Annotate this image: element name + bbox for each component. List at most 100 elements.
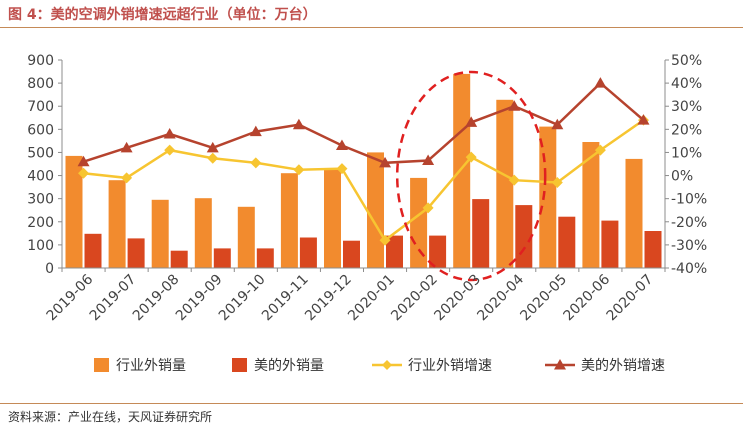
legend-midea-volume-swatch (232, 358, 247, 372)
point-industry-growth-2019-06 (78, 167, 90, 179)
x-tick-label: 2019-06 (44, 271, 97, 324)
point-midea-growth-2019-09 (206, 141, 219, 153)
point-midea-growth-2019-06 (77, 155, 90, 167)
bar-midea-2020-02 (429, 235, 447, 268)
legend-industry-volume-label: 行业外销量 (116, 358, 186, 374)
source-note: 资料来源：产业在线，天风证券研究所 (8, 410, 213, 424)
point-midea-growth-2020-04 (508, 100, 521, 111)
point-midea-growth-2020-06 (594, 77, 607, 88)
bar-midea-2020-01 (386, 235, 403, 268)
title-divider (0, 27, 743, 28)
point-midea-growth-2019-08 (163, 127, 176, 139)
left-tick-label: 0 (45, 261, 54, 277)
bar-industry-2019-12 (324, 169, 341, 268)
chart-title: 图 4：美的空调外销增速远超行业（单位：万台） (8, 7, 317, 23)
legend-industry-growth-label: 行业外销增速 (408, 358, 492, 374)
bar-industry-2019-09 (194, 198, 212, 268)
legend-midea-growth-marker (554, 359, 566, 370)
left-tick-label: 100 (27, 238, 54, 254)
x-tick-labels: 2019-062019-072019-082019-092019-102019-… (44, 271, 657, 324)
bar-midea-2019-10 (256, 248, 274, 268)
bar-industry-2019-08 (151, 199, 169, 268)
point-industry-growth-2019-07 (121, 172, 133, 184)
axes-layer: 0 100 200 300 400 500 600 700 800 900 -40% -30% -20%… (27, 53, 707, 277)
highlight-ellipse (395, 70, 547, 282)
point-midea-growth-2019-10 (249, 125, 262, 137)
bar-midea-2020-06 (601, 220, 619, 268)
bars-layer (65, 73, 662, 269)
bar-midea-2019-09 (213, 248, 231, 268)
right-tick-label: 50% (671, 53, 702, 69)
combo-chart: 0 100 200 300 400 500 600 700 800 900 -40% -30% -20%… (27, 53, 707, 374)
x-tick-label: 2020-05 (517, 272, 570, 325)
x-tick-label: 2020-04 (474, 271, 527, 324)
legend-midea-volume-label: 美的外销量 (254, 358, 324, 374)
point-midea-growth-2020-02 (422, 154, 435, 166)
right-tick-label: 0% (671, 169, 693, 185)
bar-industry-2019-10 (237, 206, 255, 268)
x-tick-label: 2019-11 (259, 272, 312, 325)
bar-midea-2020-05 (558, 216, 576, 268)
legend: 行业外销量 美的外销量 行业外销增速 美的外销增速 (94, 358, 665, 374)
bar-midea-2019-12 (343, 240, 360, 268)
right-tick-label: -30% (671, 238, 707, 254)
point-midea-growth-2019-12 (335, 139, 348, 151)
x-tick-label: 2020-01 (345, 272, 398, 325)
point-industry-growth-2019-12 (336, 163, 348, 175)
point-industry-growth-2020-03 (465, 151, 477, 163)
bar-midea-2020-07 (644, 231, 662, 268)
bar-midea-2020-03 (472, 199, 490, 268)
right-tick-label: -20% (671, 215, 707, 231)
point-midea-growth-2020-01 (379, 156, 392, 168)
line-midea-growth (83, 81, 645, 165)
left-tick-label: 400 (27, 169, 54, 185)
bar-midea-2019-11 (299, 237, 317, 268)
right-tick-label: 30% (671, 99, 702, 115)
left-tick-label: 900 (27, 53, 54, 69)
bar-midea-2019-07 (127, 238, 145, 268)
right-tick-label: 40% (671, 76, 702, 92)
point-industry-growth-2020-04 (508, 174, 520, 186)
bar-industry-2019-07 (108, 180, 126, 268)
point-industry-growth-2019-11 (293, 164, 305, 176)
point-midea-growth-2019-11 (292, 118, 305, 130)
bar-midea-2019-06 (84, 233, 102, 268)
point-industry-growth-2020-06 (594, 144, 606, 156)
left-tick-label: 200 (27, 215, 54, 231)
point-midea-growth-2020-05 (551, 118, 564, 130)
point-industry-growth-2020-02 (422, 202, 434, 214)
bar-industry-2020-07 (625, 158, 643, 268)
right-tick-label: 10% (671, 145, 702, 161)
bar-industry-2019-06 (65, 155, 83, 268)
left-tick-label: 800 (27, 76, 54, 92)
bar-midea-2020-04 (515, 205, 533, 268)
bar-industry-2020-03 (453, 73, 471, 269)
bar-industry-2019-11 (280, 173, 298, 268)
legend-industry-volume-swatch (94, 358, 109, 372)
legend-industry-growth-marker (382, 360, 392, 370)
left-tick-label: 700 (27, 99, 54, 115)
right-tick-label: -40% (671, 261, 707, 277)
point-industry-growth-2020-01 (379, 234, 391, 246)
line-industry-growth (83, 119, 645, 243)
lines-layer (77, 77, 650, 246)
x-tick-label: 2019-12 (302, 272, 355, 325)
point-midea-growth-2020-03 (465, 116, 478, 127)
x-tick-label: 2020-06 (561, 271, 614, 324)
bar-industry-2020-06 (582, 142, 600, 268)
x-tick-label: 2019-09 (173, 272, 226, 325)
bar-midea-2019-08 (170, 250, 188, 268)
highlight-layer (395, 70, 547, 282)
point-industry-growth-2019-10 (250, 157, 262, 169)
right-tick-label: 20% (671, 122, 702, 138)
point-midea-growth-2020-07 (637, 114, 650, 125)
point-industry-growth-2019-08 (164, 144, 176, 156)
bar-industry-2020-04 (496, 99, 514, 268)
source-divider (0, 403, 743, 404)
x-tick-label: 2019-07 (87, 272, 140, 325)
x-tick-label: 2020-07 (604, 272, 657, 325)
x-tick-label: 2020-02 (388, 272, 441, 325)
point-industry-growth-2020-05 (551, 176, 563, 188)
right-tick-label: -10% (671, 192, 707, 208)
point-midea-growth-2019-07 (120, 141, 133, 153)
